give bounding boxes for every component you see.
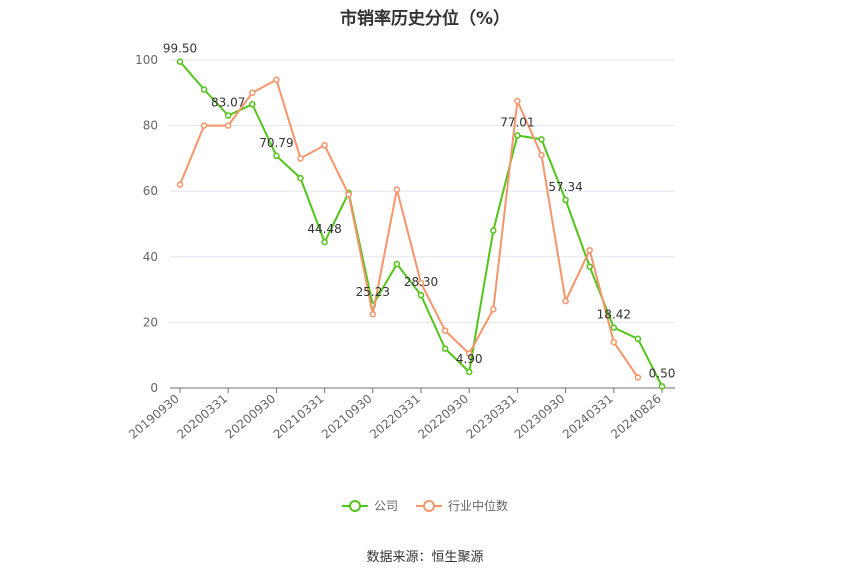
data-point-series-1: [490, 306, 497, 313]
axes: 0204060801002019093020200331202009302021…: [126, 53, 675, 442]
legend: 公司 行业中位数: [0, 497, 850, 514]
data-label: 83.07: [211, 96, 245, 110]
data-point-series-0: [658, 383, 666, 390]
x-tick-label: 20220331: [367, 392, 423, 442]
data-point-series-1: [321, 142, 328, 149]
y-tick-label: 80: [143, 119, 158, 133]
data-point-series-1: [441, 327, 449, 334]
x-tick-label: 20200331: [174, 392, 230, 442]
data-point-series-0: [634, 335, 642, 343]
y-tick-label: 100: [135, 53, 158, 67]
chart-title: 市销率历史分位（%）: [339, 9, 511, 29]
data-point-series-1: [562, 297, 569, 305]
x-tick-label: 20230331: [464, 392, 520, 442]
data-point-series-1: [297, 155, 304, 162]
y-tick-label: 20: [143, 315, 158, 329]
data-point-series-0: [465, 368, 473, 376]
data-point-series-1: [345, 191, 352, 198]
data-label: 0.50: [649, 366, 676, 380]
data-label: 25.23: [356, 285, 390, 299]
x-tick-label: 20210930: [319, 392, 375, 442]
data-point-series-1: [224, 122, 232, 129]
x-tick-label: 20210331: [271, 392, 327, 442]
y-tick-label: 0: [150, 381, 158, 395]
legend-label-industry-median: 行业中位数: [448, 499, 509, 513]
data-point-series-0: [417, 291, 425, 299]
data-point-series-0: [249, 101, 256, 108]
legend-marker-industry-icon: [416, 499, 442, 512]
legend-item-company[interactable]: 公司: [341, 497, 398, 514]
data-point-series-1: [417, 279, 425, 287]
data-point-series-0: [273, 152, 280, 160]
data-label: 57.34: [548, 180, 582, 194]
data-point-series-1: [369, 310, 377, 318]
data-point-series-0: [490, 227, 497, 234]
data-label: 70.79: [259, 136, 293, 150]
data-label: 44.48: [307, 222, 341, 236]
data-point-series-0: [538, 136, 545, 143]
x-tick-label: 20240331: [560, 392, 616, 442]
data-label: 28.30: [404, 275, 438, 289]
data-label: 99.50: [163, 42, 197, 56]
data-point-series-1: [249, 89, 256, 97]
data-point-series-0: [441, 345, 449, 352]
x-tick-label: 20190930: [126, 392, 182, 442]
y-tick-label: 40: [143, 250, 158, 264]
data-point-series-1: [586, 246, 593, 254]
legend-item-industry-median[interactable]: 行业中位数: [416, 497, 508, 514]
x-tick-label: 20200930: [223, 392, 279, 442]
x-tick-label: 20230930: [512, 392, 568, 442]
data-point-series-1: [538, 151, 545, 159]
data-point-series-1: [610, 338, 618, 346]
data-point-series-0: [176, 58, 184, 65]
data-point-series-0: [610, 324, 618, 331]
data-point-series-0: [562, 196, 569, 204]
series-line-0: [179, 60, 663, 387]
data-point-series-1: [514, 97, 521, 105]
data-label: 18.42: [597, 308, 631, 322]
series-lines: [176, 58, 666, 390]
data-point-series-0: [200, 86, 208, 93]
legend-label-company: 公司: [373, 499, 398, 513]
data-point-series-0: [321, 238, 328, 246]
data-point-series-1: [393, 186, 401, 193]
data-point-series-1: [634, 374, 642, 381]
data-point-series-0: [393, 260, 401, 268]
data-label: 77.01: [500, 115, 534, 129]
data-point-series-1: [273, 76, 280, 83]
grid-lines: [170, 59, 675, 323]
data-label: 4.90: [456, 352, 483, 366]
x-tick-label: 20240826: [608, 392, 664, 442]
data-point-series-0: [514, 132, 521, 139]
data-source-label: 数据来源：恒生聚源: [366, 550, 484, 565]
series-line-1: [179, 78, 639, 379]
data-point-series-1: [465, 350, 473, 357]
data-point-series-0: [224, 112, 232, 119]
data-point-series-1: [176, 181, 184, 188]
data-point-series-1: [200, 122, 208, 129]
legend-marker-company-icon: [341, 499, 368, 512]
data-labels: 99.50 83.07 70.79 44.48 25.23 28.30 4.90 77.01 5…: [163, 42, 676, 381]
x-tick-label: 20220930: [415, 392, 471, 442]
data-point-series-0: [586, 263, 593, 270]
data-point-series-0: [297, 174, 304, 182]
y-tick-label: 60: [143, 184, 158, 198]
